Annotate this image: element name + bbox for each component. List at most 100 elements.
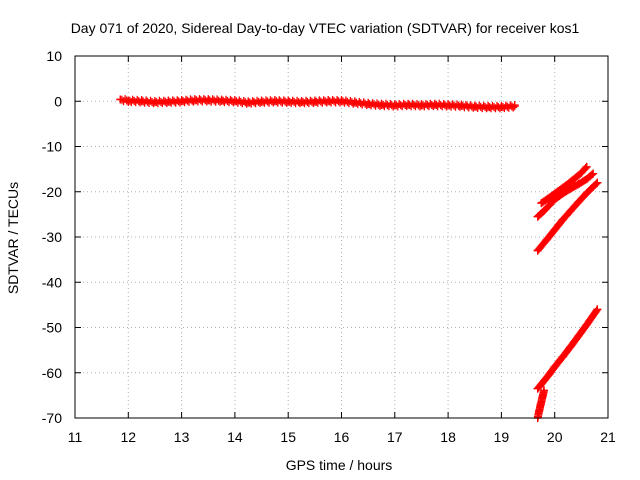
data-point — [582, 162, 591, 171]
data-point — [540, 206, 549, 215]
x-tick-label: 17 — [387, 429, 403, 445]
data-point — [390, 101, 399, 110]
data-point — [582, 189, 591, 198]
x-tick-label: 14 — [227, 429, 243, 445]
data-point — [257, 97, 266, 106]
data-point — [558, 215, 567, 224]
data-point — [535, 406, 544, 415]
y-tick-label: -20 — [42, 184, 62, 200]
data-point — [430, 100, 439, 109]
x-tick-label: 21 — [600, 429, 616, 445]
data-point — [204, 96, 213, 105]
data-point — [217, 96, 226, 105]
data-point — [137, 97, 146, 106]
data-point — [566, 342, 575, 351]
data-point — [310, 97, 319, 106]
data-point — [553, 187, 562, 196]
data-point — [484, 103, 493, 112]
tick-labels: 11 12 13 14 15 16 17 18 19 20 21 -70 -60 -50 -40 -30 -20… — [42, 48, 616, 445]
data-point — [577, 168, 586, 177]
data-point — [177, 97, 186, 106]
data-point — [244, 98, 253, 107]
data-point — [350, 98, 359, 107]
data-series-4 — [533, 178, 602, 255]
data-series-1 — [116, 95, 519, 113]
data-point — [566, 206, 575, 215]
data-point — [545, 201, 554, 210]
plot-frame — [74, 55, 609, 419]
y-tick-label: 10 — [46, 48, 62, 64]
data-point — [457, 101, 466, 110]
data-point — [537, 199, 546, 208]
data-series-2 — [533, 169, 598, 221]
data-series — [116, 95, 602, 422]
data-point — [589, 169, 598, 178]
data-point — [124, 96, 133, 105]
data-point — [538, 393, 547, 402]
x-tick-label: 18 — [440, 429, 456, 445]
y-tick-label: -30 — [42, 229, 62, 245]
data-point — [569, 175, 578, 184]
data-point — [444, 101, 453, 110]
data-point — [550, 225, 559, 234]
data-point — [497, 103, 506, 112]
y-tick-label: 0 — [54, 93, 62, 109]
data-point — [593, 178, 602, 187]
y-tick-label: -70 — [42, 410, 62, 426]
y-tick-label: -10 — [42, 139, 62, 155]
data-point — [542, 235, 551, 244]
x-axis-label: GPS time / hours — [286, 457, 393, 473]
data-point — [540, 376, 549, 385]
data-point — [404, 100, 413, 109]
data-point — [270, 97, 279, 106]
chart-title: Day 071 of 2020, Sidereal Day-to-day VTE… — [71, 20, 580, 36]
data-point — [116, 95, 125, 104]
data-point — [417, 101, 426, 110]
data-point — [510, 102, 519, 111]
data-point — [574, 331, 583, 340]
y-tick-label: -60 — [42, 365, 62, 381]
data-point — [536, 399, 545, 408]
x-tick-label: 13 — [174, 429, 190, 445]
data-point — [297, 98, 306, 107]
data-point — [574, 180, 583, 189]
grid — [75, 56, 608, 418]
x-tick-label: 20 — [547, 429, 563, 445]
data-point — [150, 98, 159, 107]
data-point — [550, 362, 559, 371]
y-axis-label: SDTVAR / TECUs — [5, 182, 21, 294]
data-point — [533, 246, 542, 255]
data-series-3 — [537, 162, 591, 208]
data-point — [545, 193, 554, 202]
x-tick-label: 19 — [494, 429, 510, 445]
data-point — [540, 386, 549, 395]
data-point — [470, 102, 479, 111]
y-tick-label: -50 — [42, 320, 62, 336]
data-series-5 — [533, 305, 602, 393]
data-point — [561, 181, 570, 190]
y-tick-label: -40 — [42, 274, 62, 290]
data-point — [582, 320, 591, 329]
data-point — [377, 100, 386, 109]
data-point — [566, 184, 575, 193]
data-point — [284, 97, 293, 106]
data-point — [164, 97, 173, 106]
data-point — [364, 99, 373, 108]
data-point — [324, 97, 333, 106]
data-point — [533, 384, 542, 393]
data-point — [593, 305, 602, 314]
data-point — [558, 352, 567, 361]
data-point — [190, 96, 199, 105]
data-point — [337, 97, 346, 106]
x-tick-label: 11 — [68, 429, 83, 445]
x-tick-label: 12 — [121, 429, 137, 445]
data-point — [230, 97, 239, 106]
data-point — [533, 212, 542, 221]
x-tick-label: 15 — [280, 429, 296, 445]
data-point — [574, 197, 583, 206]
data-point — [582, 175, 591, 184]
data-point — [545, 370, 554, 379]
x-tick-label: 16 — [334, 429, 350, 445]
